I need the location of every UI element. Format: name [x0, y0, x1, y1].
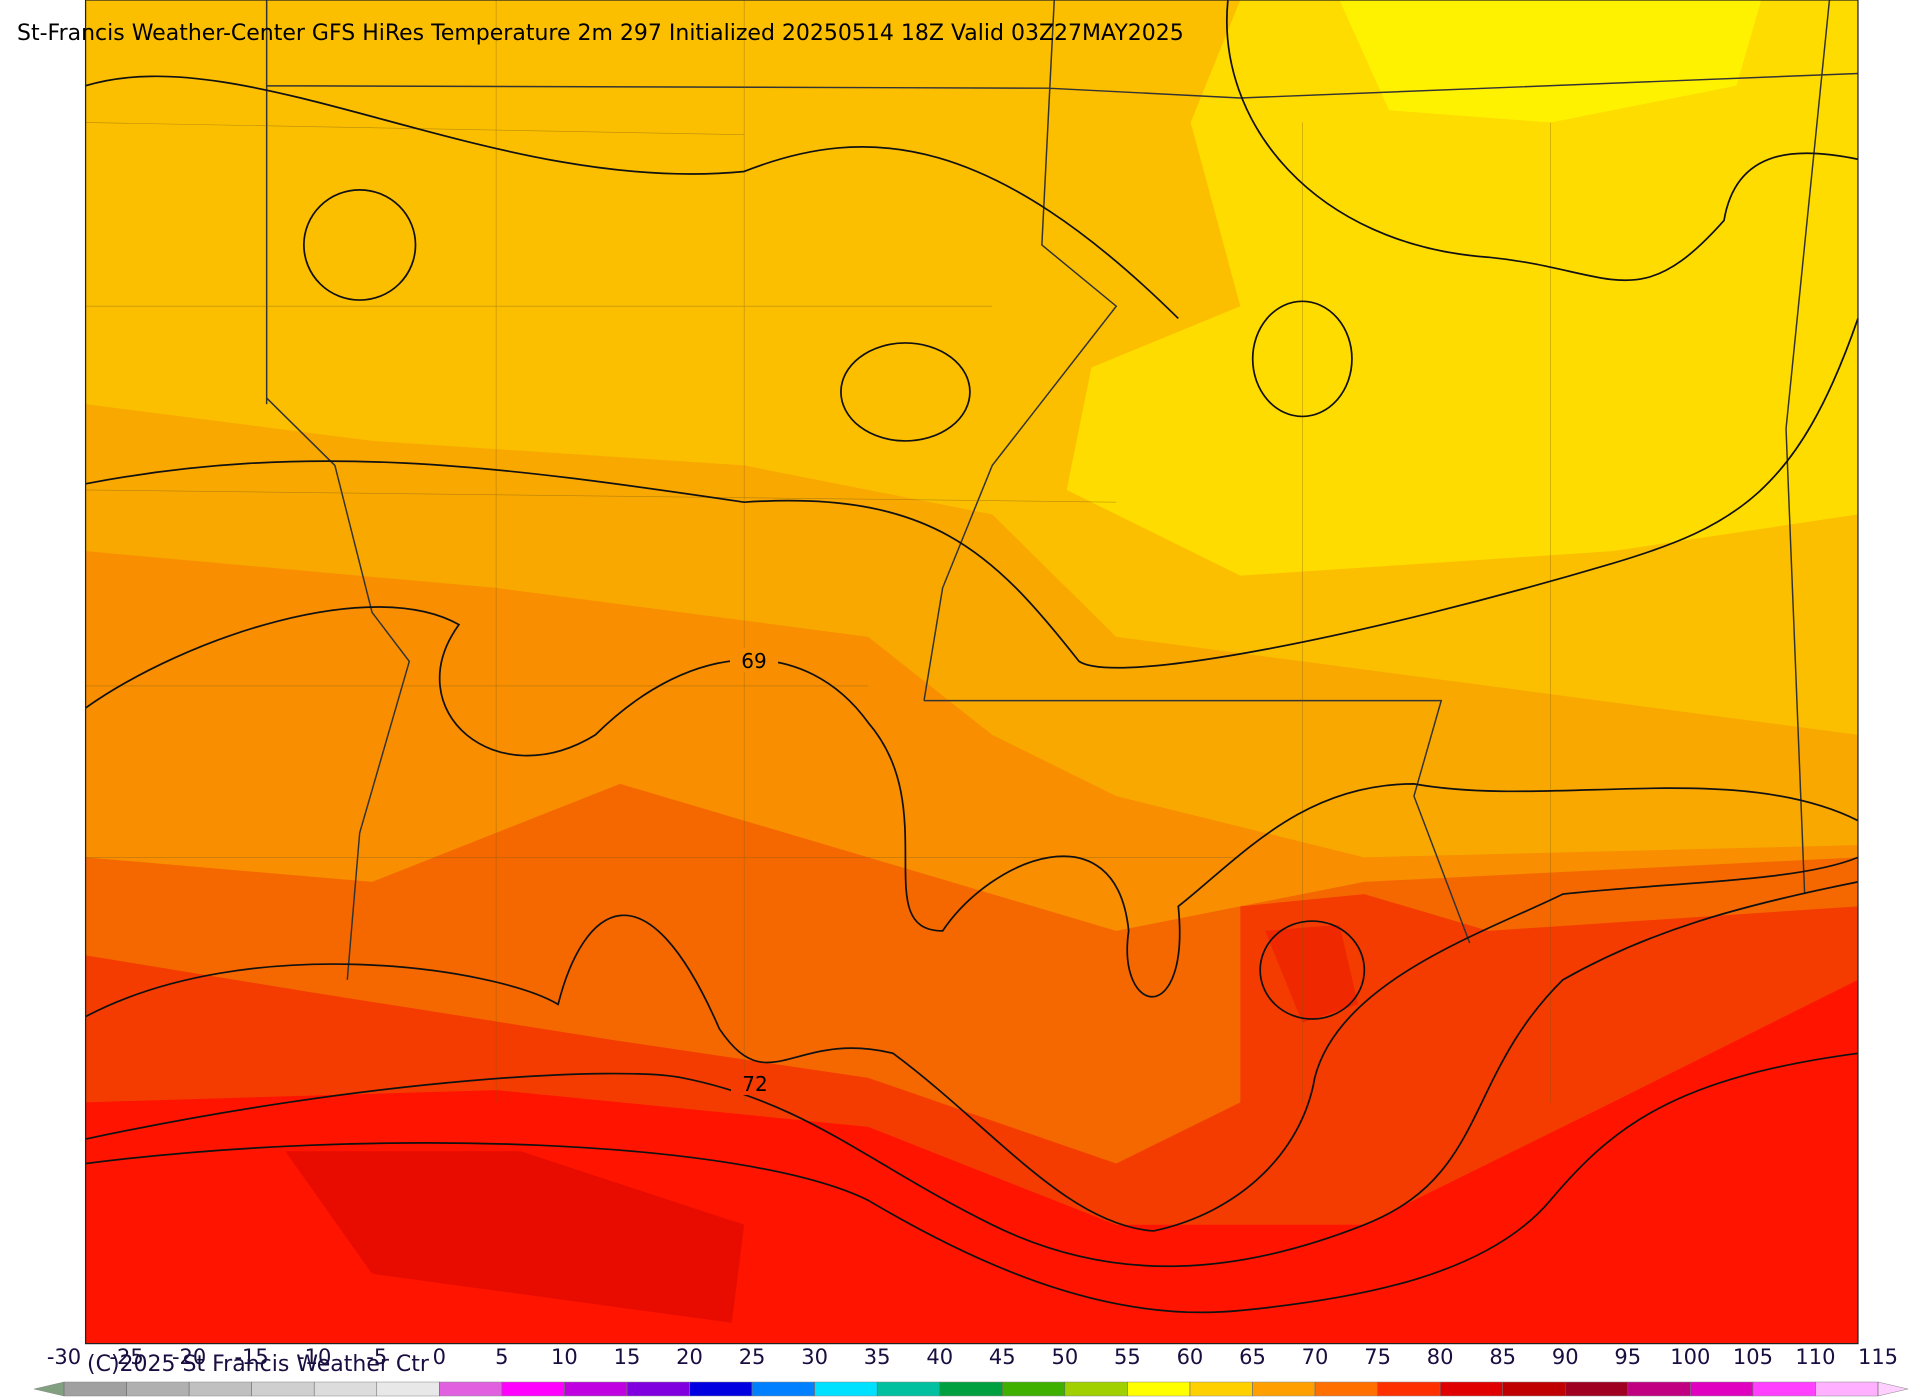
colorbar-segment	[439, 1381, 503, 1397]
contour-line	[303, 188, 417, 301]
colorbar-tick-label: 15	[614, 1345, 641, 1369]
colorbar-segment	[1127, 1381, 1191, 1397]
temperature-field	[1339, 0, 1762, 123]
contour-label: 72	[742, 1072, 767, 1096]
colorbar-segment	[188, 1381, 252, 1397]
colorbar-tick-label: 70	[1302, 1345, 1329, 1369]
contour-label: 69	[741, 649, 766, 673]
map	[84, 0, 1859, 1345]
colorbar-segment	[939, 1381, 1003, 1397]
colorbar-segment	[251, 1381, 315, 1397]
colorbar-tick-label: 25	[739, 1345, 766, 1369]
colorbar-tick-label: 40	[926, 1345, 953, 1369]
colorbar-segment	[376, 1381, 440, 1397]
colorbar: -30 -25 -20 -15 -10 -5 0 5 10 15 20 25 30 35 40 45 50 55 6…	[33, 1345, 1909, 1397]
colorbar-tick-label: 45	[989, 1345, 1016, 1369]
colorbar-tick-label: 85	[1489, 1345, 1516, 1369]
colorbar-segment	[689, 1381, 753, 1397]
colorbar-segment	[564, 1381, 628, 1397]
colorbar-tick-label: -10	[297, 1345, 331, 1369]
colorbar-tick-label: 65	[1239, 1345, 1266, 1369]
colorbar-tick-label: -5	[366, 1345, 387, 1369]
colorbar-segment	[1439, 1381, 1503, 1397]
colorbar-segment	[126, 1381, 190, 1397]
colorbar-over	[1877, 1381, 1909, 1397]
credit: (C)2025 St Francis Weather Ctr	[87, 1352, 430, 1377]
colorbar-tick-label: 90	[1552, 1345, 1579, 1369]
map-frame	[84, 0, 1859, 1345]
colorbar-segment	[814, 1381, 878, 1397]
colorbar-tick-label: 50	[1051, 1345, 1078, 1369]
colorbar-tick-label: -30	[47, 1345, 81, 1369]
colorbar-tick-label: 100	[1670, 1345, 1710, 1369]
colorbar-tick-label: 35	[864, 1345, 891, 1369]
colorbar-tick-label: 10	[551, 1345, 578, 1369]
colorbar-tick-label: 0	[433, 1345, 446, 1369]
colorbar-segment	[626, 1381, 690, 1397]
colorbar-under	[33, 1381, 65, 1397]
colorbar-tick-label: 80	[1427, 1345, 1454, 1369]
colorbar-segment	[876, 1381, 940, 1397]
colorbar-segment	[751, 1381, 815, 1397]
contour-label-bg	[731, 1071, 779, 1095]
colorbar-segment	[1064, 1381, 1128, 1397]
temperature-field	[1066, 0, 1858, 576]
colorbar-segment	[1252, 1381, 1316, 1397]
colorbar-tick-label: 5	[495, 1345, 508, 1369]
contour-line	[85, 1052, 1859, 1314]
colorbar-segment	[1502, 1381, 1566, 1397]
colorbar-tick-label: 110	[1795, 1345, 1835, 1369]
contour-line	[85, 856, 1859, 1232]
contour-line	[85, 318, 1859, 669]
contour-label-bg	[730, 648, 778, 672]
colorbar-segment	[313, 1381, 378, 1397]
colorbar-tick-label: 115	[1858, 1345, 1898, 1369]
state-border	[265, 0, 1858, 980]
colorbar-segment	[63, 1381, 127, 1397]
temperature-field	[1265, 924, 1359, 1023]
colorbar-segment	[1752, 1381, 1816, 1397]
contour-line	[85, 75, 1179, 320]
colorbar-tick-label: -25	[109, 1345, 143, 1369]
colorbar-segment	[1377, 1381, 1441, 1397]
colorbar-tick-label: 95	[1614, 1345, 1641, 1369]
colorbar-tick-label: 20	[676, 1345, 703, 1369]
contour-line	[1259, 920, 1366, 1020]
colorbar-tick-label: 55	[1114, 1345, 1141, 1369]
contour-line	[85, 881, 1859, 1268]
contour-line	[1251, 300, 1353, 418]
colorbar-segment	[1189, 1381, 1253, 1397]
map-title: St-Francis Weather-Center GFS HiRes Temp…	[17, 21, 1184, 46]
contour-line	[85, 606, 1859, 998]
colorbar-segment	[1627, 1381, 1691, 1397]
colorbar-segment	[1002, 1381, 1066, 1397]
temperature-field	[285, 1151, 745, 1323]
colorbar-tick-label: 75	[1364, 1345, 1391, 1369]
colorbar-tick-label: 30	[801, 1345, 828, 1369]
colorbar-segment	[1690, 1381, 1754, 1397]
colorbar-segment	[1815, 1381, 1879, 1397]
contour-line	[840, 342, 971, 442]
colorbar-tick-label: -20	[172, 1345, 206, 1369]
colorbar-segment	[1314, 1381, 1378, 1397]
colorbar-tick-label: 105	[1733, 1345, 1773, 1369]
colorbar-tick-label: 60	[1177, 1345, 1204, 1369]
colorbar-segment	[1564, 1381, 1629, 1397]
colorbar-segment	[501, 1381, 565, 1397]
contour-line	[1226, 0, 1859, 282]
colorbar-tick-label: -15	[234, 1345, 268, 1369]
